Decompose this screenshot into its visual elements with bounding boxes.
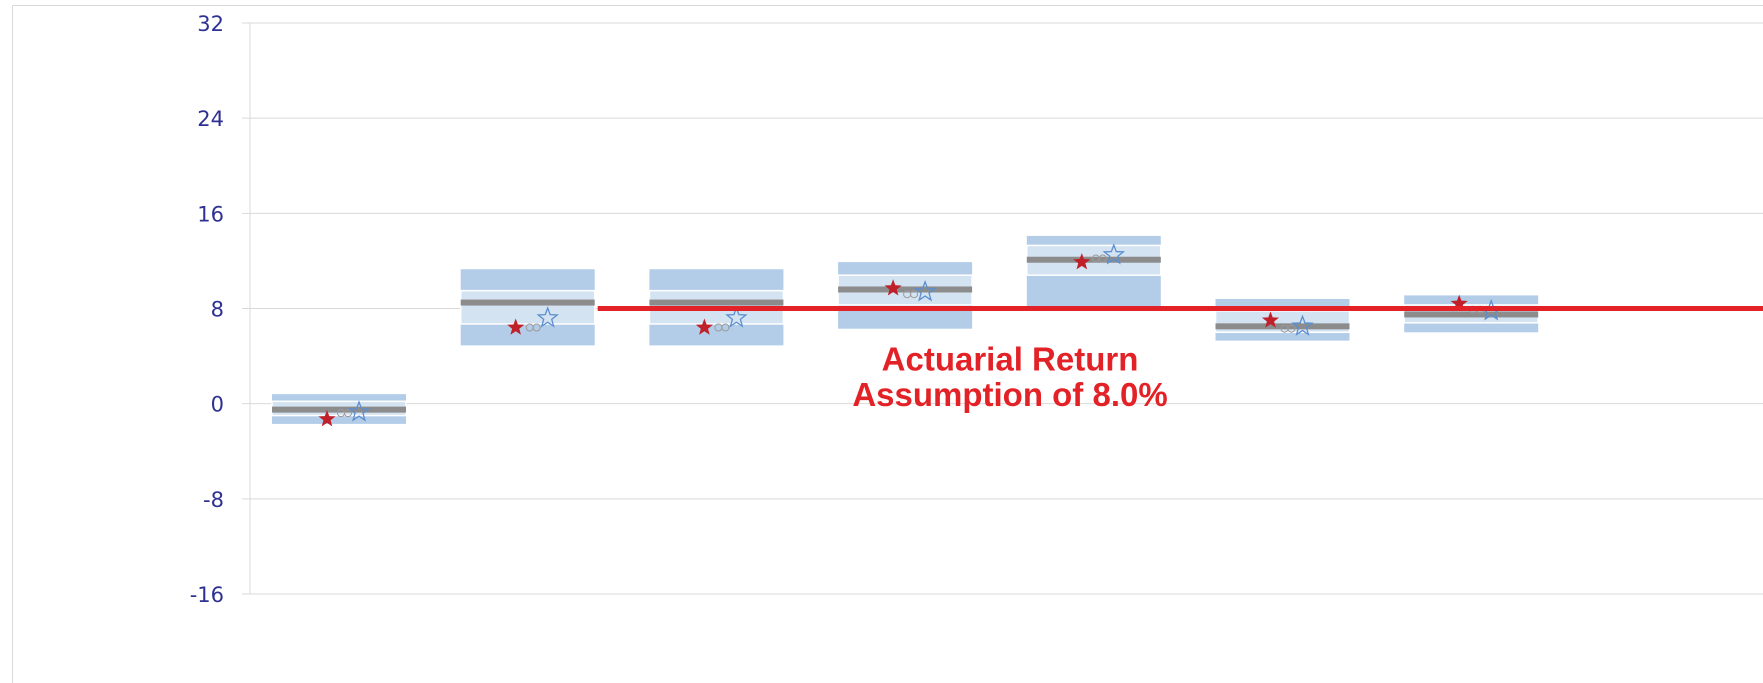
y-tick-label: -8	[203, 488, 224, 512]
box-inner-range	[459, 289, 596, 325]
box-median-line	[460, 299, 595, 306]
annotation-line-1: Actuarial Return	[882, 340, 1139, 377]
y-tick-label: 24	[197, 107, 224, 131]
circle-marker	[532, 323, 541, 332]
chart-border	[12, 5, 1763, 683]
blue-star-marker	[913, 279, 937, 302]
circle-marker	[1287, 324, 1296, 333]
y-axis-tick-labels: 32 24 16 8 0 -8 -16	[190, 12, 224, 607]
blue-star-marker	[347, 400, 371, 422]
red-star-marker	[884, 279, 902, 296]
blue-star-marker	[1291, 314, 1314, 336]
circle-marker	[1098, 254, 1107, 263]
circle-marker	[910, 290, 919, 299]
box-group	[271, 394, 407, 427]
box-median-line	[1404, 311, 1539, 318]
box-group	[1403, 294, 1539, 333]
y-tick-label: -16	[190, 583, 224, 607]
box-group	[459, 269, 596, 346]
red-star-marker	[695, 318, 713, 335]
box-median-line	[1215, 323, 1350, 330]
box-group	[1214, 298, 1351, 341]
red-star-marker	[1073, 253, 1091, 270]
box-group	[837, 262, 973, 329]
y-tick-label: 8	[211, 298, 224, 322]
circle-marker	[344, 409, 352, 418]
box-median-line	[1026, 256, 1161, 263]
red-star-marker	[507, 318, 525, 335]
boxes-layer	[271, 235, 1539, 427]
red-star-marker	[318, 410, 336, 427]
y-tick-label: 16	[197, 202, 224, 226]
y-tick-label: 0	[211, 393, 224, 417]
y-tick-label: 32	[197, 12, 224, 36]
box-median-line	[272, 406, 406, 413]
box-median-line	[838, 286, 973, 293]
circle-marker	[721, 323, 730, 332]
blue-star-marker	[1102, 243, 1126, 265]
blue-star-marker	[725, 306, 748, 328]
box-median-line	[649, 299, 784, 306]
annotation-line-2: Assumption of 8.0%	[852, 376, 1167, 413]
box-group	[1026, 235, 1162, 310]
red-star-marker	[1261, 311, 1280, 328]
blue-star-marker	[536, 306, 559, 328]
red-star-marker	[1450, 294, 1468, 312]
